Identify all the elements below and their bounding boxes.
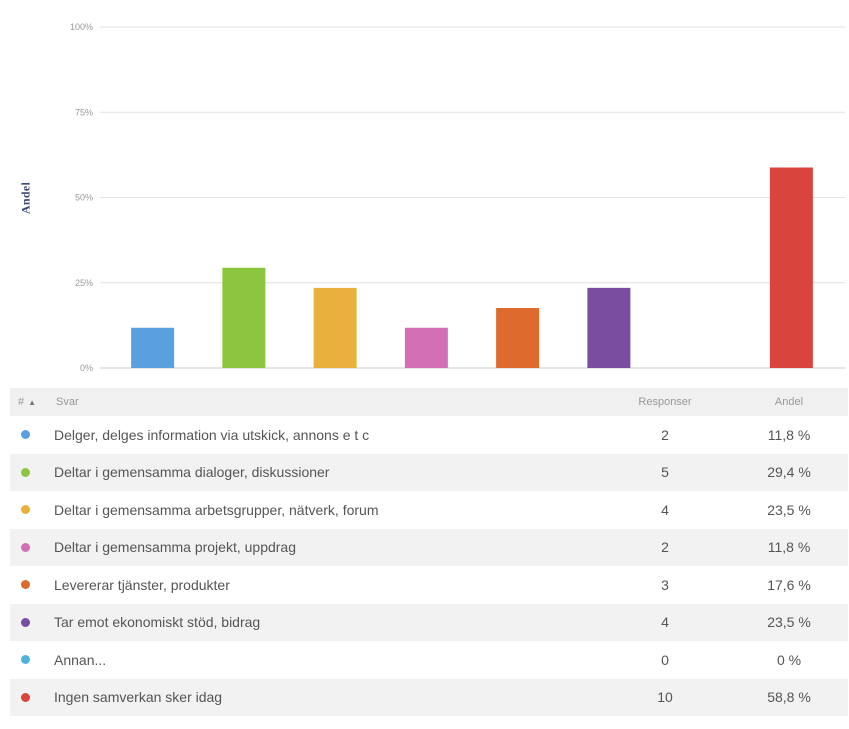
legend-dot-icon: [20, 542, 30, 552]
results-table: # ▲ Svar Responser Andel Delger, delges …: [10, 388, 848, 716]
header-responses[interactable]: Responser: [638, 396, 692, 408]
row-responses: 0: [661, 651, 669, 668]
row-color-cell: [10, 542, 40, 552]
row-share: 0 %: [776, 651, 802, 668]
y-tick-label: 100%: [70, 22, 93, 32]
bar[interactable]: [587, 287, 631, 368]
legend-dot-icon: [20, 655, 30, 665]
row-answer: Deltar i gemensamma projekt, uppdrag: [54, 539, 297, 556]
row-answer: Tar emot ekonomiskt stöd, bidrag: [54, 614, 261, 631]
table-row: Deltar i gemensamma projekt, uppdrag 2 11,…: [10, 528, 848, 566]
legend-dot-icon: [20, 430, 30, 440]
legend-dot-icon: [20, 692, 30, 702]
bar[interactable]: [404, 327, 448, 368]
row-share: 23,5 %: [767, 501, 811, 518]
row-responses: 4: [661, 614, 669, 631]
row-responses: 10: [657, 689, 673, 706]
row-color-cell: [10, 617, 40, 627]
table-row: Deltar i gemensamma dialoger, diskussion…: [10, 453, 848, 491]
row-answer: Deltar i gemensamma arbetsgrupper, nätve…: [54, 501, 379, 518]
legend-dot-icon: [20, 580, 30, 590]
table-row: Levererar tjänster, produkter 3 17,6 %: [10, 566, 848, 604]
row-share: 29,4 %: [767, 464, 811, 481]
table-row: Delger, delges information via utskick, …: [10, 416, 848, 454]
row-answer: Ingen samverkan sker idag: [54, 689, 223, 706]
bar[interactable]: [496, 307, 540, 368]
row-share: 23,5 %: [767, 614, 811, 631]
chart-svg: 0% 25% 50% 75% 100%: [70, 22, 845, 373]
row-share: 11,8 %: [767, 539, 811, 556]
y-tick-label: 0%: [80, 363, 93, 373]
table-row: Ingen samverkan sker idag 10 58,8 %: [10, 678, 848, 716]
bar[interactable]: [131, 327, 175, 368]
bar[interactable]: [222, 267, 266, 368]
bar[interactable]: [313, 287, 357, 368]
row-share: 11,8 %: [767, 426, 811, 443]
header-answer[interactable]: Svar: [56, 396, 79, 408]
row-share: 58,8 %: [767, 689, 811, 706]
row-color-cell: [10, 430, 40, 440]
header-share[interactable]: Andel: [774, 396, 804, 408]
table-row: Deltar i gemensamma arbetsgrupper, nätve…: [10, 491, 848, 529]
row-color-cell: [10, 692, 40, 702]
legend-dot-icon: [20, 505, 30, 515]
row-color-cell: [10, 505, 40, 515]
row-responses: 5: [661, 464, 669, 481]
row-answer: Delger, delges information via utskick, …: [54, 426, 370, 443]
table-body: Delger, delges information via utskick, …: [10, 416, 848, 716]
legend-dot-icon: [20, 617, 30, 627]
bar-chart: Andel 0% 25% 50% 75% 100%: [19, 22, 845, 373]
sort-up-icon: ▲: [28, 397, 37, 407]
row-color-cell: [10, 467, 40, 477]
y-tick-label: 75%: [75, 107, 93, 117]
row-responses: 3: [661, 576, 669, 593]
row-color-cell: [10, 580, 40, 590]
row-answer: Deltar i gemensamma dialoger, diskussion…: [54, 464, 330, 481]
bar[interactable]: [769, 167, 813, 368]
row-responses: 2: [661, 426, 669, 443]
row-color-cell: [10, 655, 40, 665]
table-header: # ▲ Svar Responser Andel: [10, 388, 848, 416]
row-answer: Annan...: [54, 651, 107, 668]
header-number-sort[interactable]: # ▲: [10, 396, 40, 408]
row-answer: Levererar tjänster, produkter: [54, 576, 230, 593]
row-responses: 2: [661, 539, 669, 556]
header-number: #: [18, 396, 25, 408]
table-row: Tar emot ekonomiskt stöd, bidrag 4 23,5 %: [10, 603, 848, 641]
y-tick-label: 25%: [75, 278, 93, 288]
y-tick-label: 50%: [75, 193, 93, 203]
table-row: Annan... 0 0 %: [10, 641, 848, 679]
row-share: 17,6 %: [767, 576, 811, 593]
legend-dot-icon: [20, 467, 30, 477]
row-responses: 4: [661, 501, 669, 518]
